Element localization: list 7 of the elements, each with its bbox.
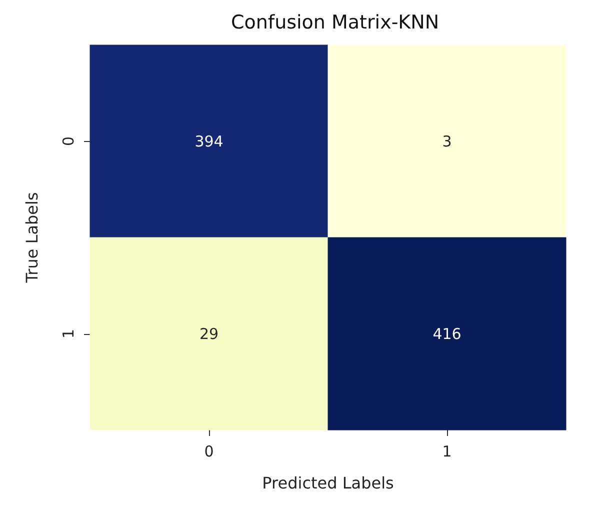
x-axis-title: Predicted Labels (262, 474, 394, 492)
data-label: 416 (432, 324, 462, 343)
data-label: 3 (442, 132, 452, 150)
chart-title: Confusion Matrix-KNN (230, 12, 440, 34)
data-label: 29 (199, 324, 219, 343)
data-label: 394 (194, 132, 224, 150)
y-axis-title: True Labels (22, 192, 42, 284)
